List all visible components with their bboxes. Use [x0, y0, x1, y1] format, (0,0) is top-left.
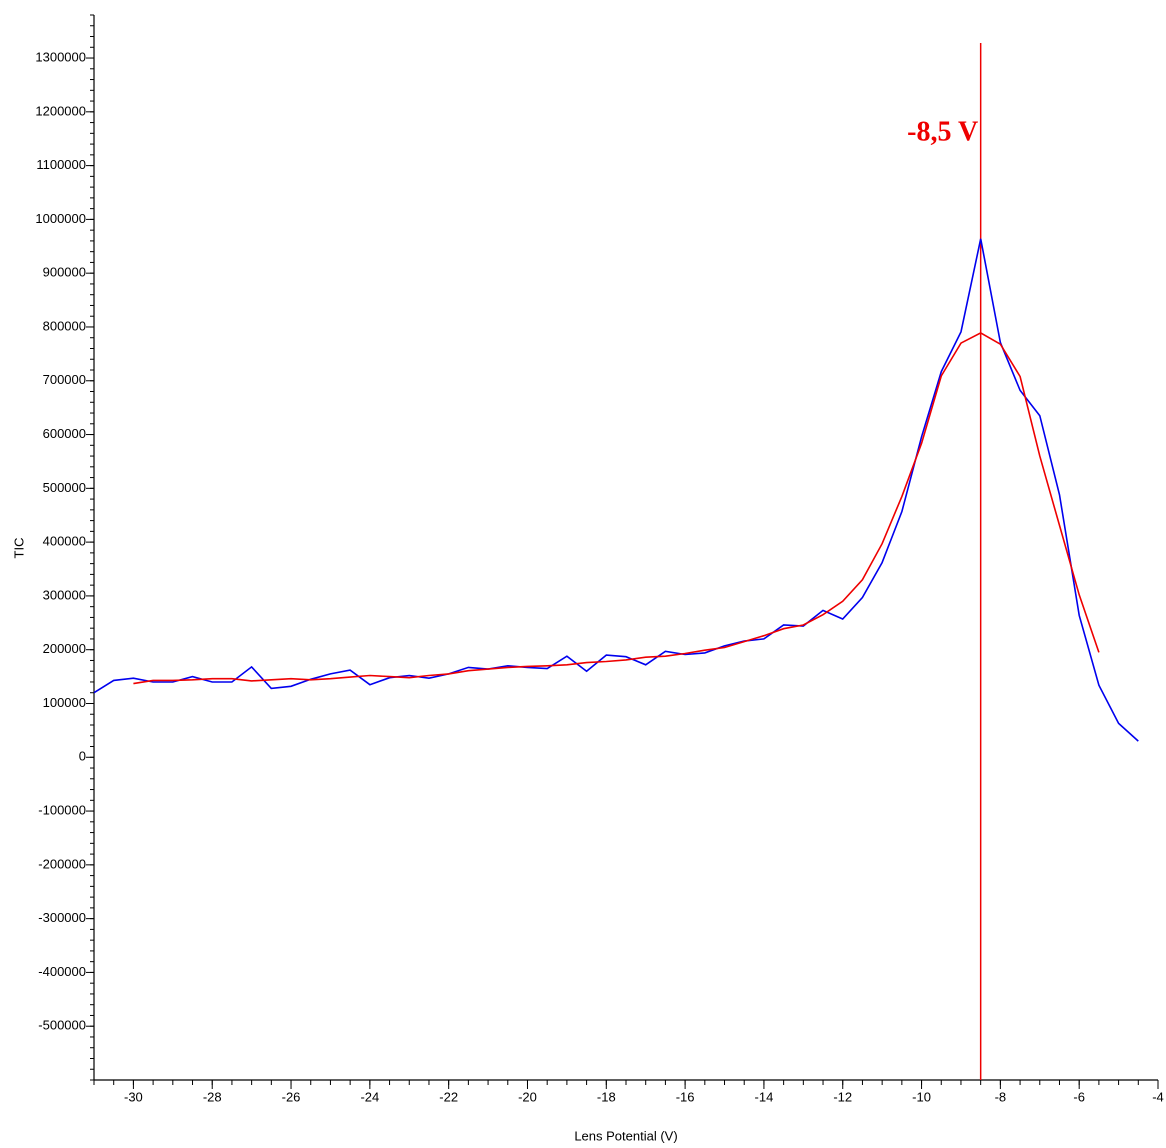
y-tick-label: 500000 — [43, 480, 86, 495]
x-tick-label: -18 — [597, 1089, 616, 1104]
y-tick-label: 1200000 — [35, 103, 86, 118]
y-tick-label: 1000000 — [35, 211, 86, 226]
y-axis-label: TIC — [11, 538, 26, 559]
y-tick-label: -500000 — [38, 1018, 86, 1033]
x-tick-label: -20 — [518, 1089, 537, 1104]
y-tick-label: 900000 — [43, 265, 86, 280]
series-line — [93, 238, 1139, 742]
y-tick-label: 800000 — [43, 318, 86, 333]
x-tick-label: -8 — [995, 1089, 1007, 1104]
y-tick-label: 400000 — [43, 534, 86, 549]
y-tick-label: 0 — [79, 749, 86, 764]
y-tick-label: -400000 — [38, 964, 86, 979]
series-line — [133, 331, 1100, 685]
x-tick-label: -22 — [439, 1089, 458, 1104]
annotation-label: -8,5 V — [907, 116, 978, 147]
y-tick-label: 1300000 — [35, 49, 86, 64]
y-tick-label: 600000 — [43, 426, 86, 441]
x-tick-label: -26 — [282, 1089, 301, 1104]
y-tick-label: 300000 — [43, 587, 86, 602]
x-tick-label: -6 — [1073, 1089, 1085, 1104]
y-tick-label: 700000 — [43, 372, 86, 387]
y-tick-label: -200000 — [38, 856, 86, 871]
y-tick-label: 1100000 — [36, 157, 86, 172]
x-tick-label: -24 — [360, 1089, 379, 1104]
x-tick-label: -14 — [755, 1089, 774, 1104]
x-tick-label: -30 — [124, 1089, 143, 1104]
y-tick-label: 200000 — [43, 641, 86, 656]
y-tick-label: -100000 — [38, 802, 86, 817]
x-tick-label: -4 — [1152, 1089, 1164, 1104]
y-tick-label: 100000 — [43, 695, 86, 710]
x-tick-label: -16 — [676, 1089, 695, 1104]
y-tick-label: -300000 — [38, 910, 86, 925]
x-axis-label: Lens Potential (V) — [574, 1128, 677, 1143]
x-tick-label: -10 — [912, 1089, 931, 1104]
x-tick-label: -12 — [833, 1089, 852, 1104]
x-tick-label: -28 — [203, 1089, 222, 1104]
